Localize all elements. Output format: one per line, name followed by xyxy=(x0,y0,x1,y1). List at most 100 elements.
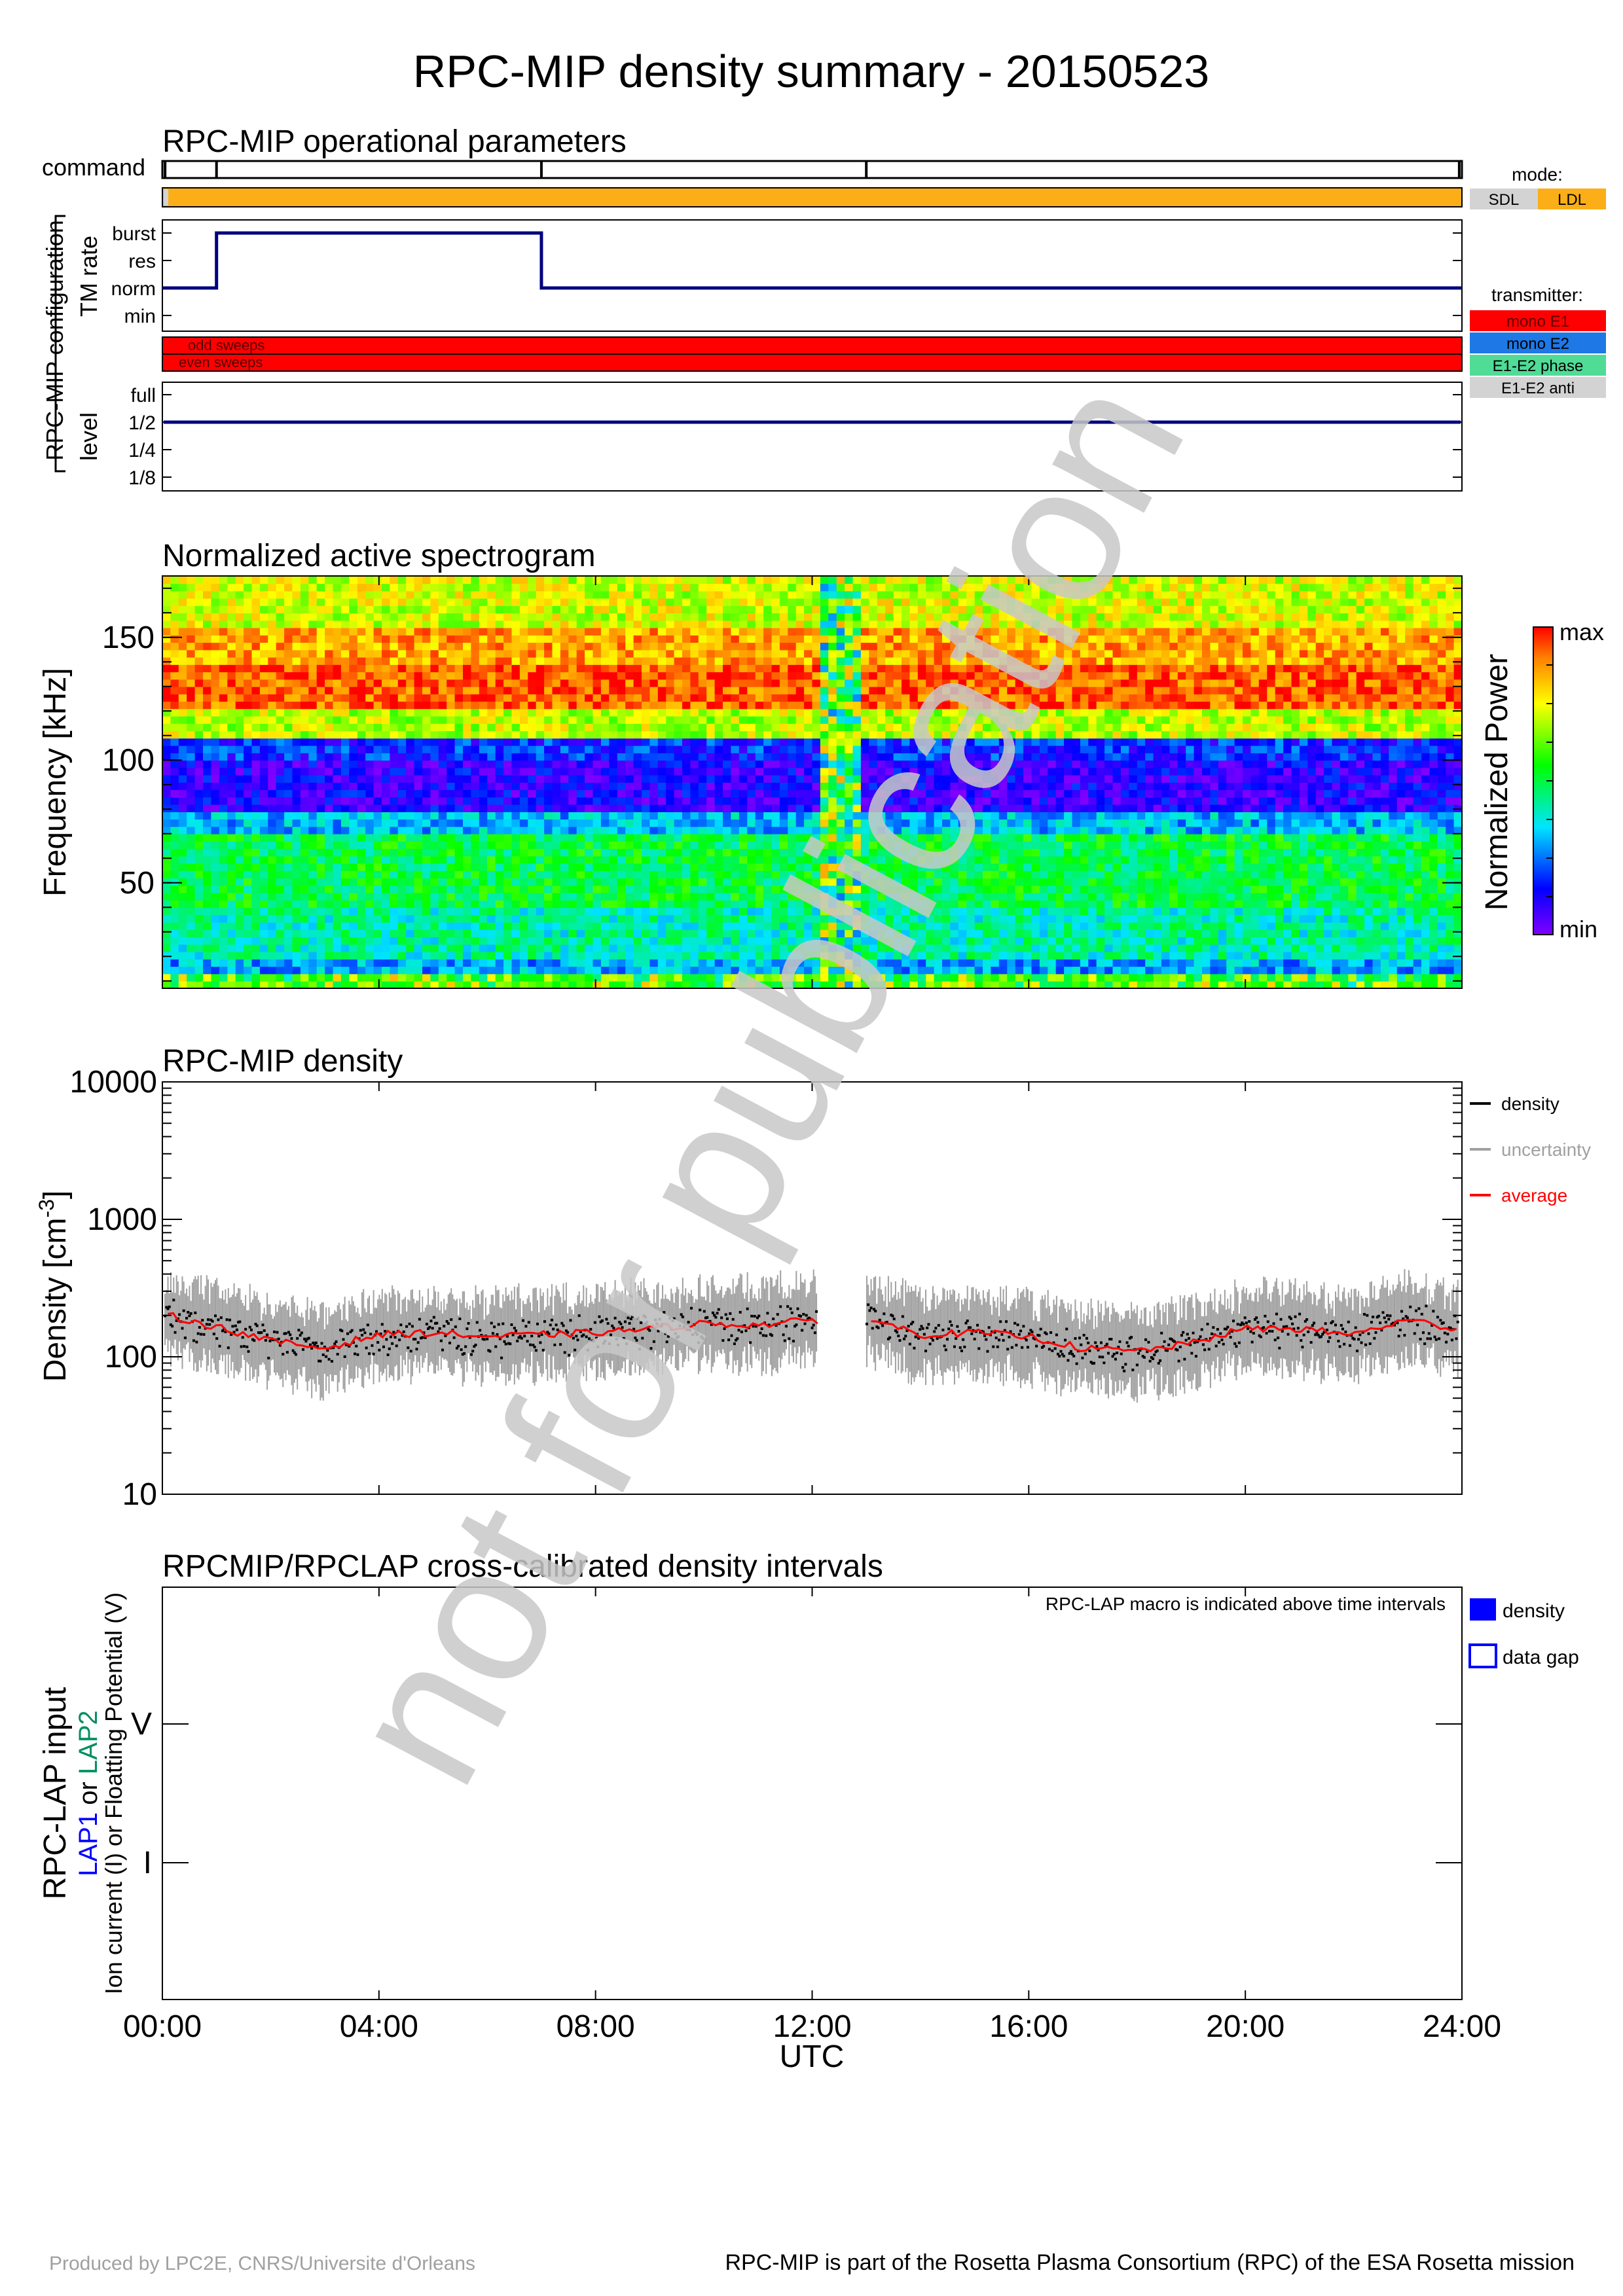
spectrogram-cell xyxy=(382,951,391,960)
spectrogram-cell xyxy=(747,797,756,805)
spectrogram-cell xyxy=(666,760,675,768)
spectrogram-cell xyxy=(438,966,447,975)
spectrogram-cell xyxy=(852,590,862,599)
spectrogram-cell xyxy=(698,590,707,599)
spectrogram-cell xyxy=(609,649,618,658)
spectrogram-cell xyxy=(788,863,797,871)
spectrogram-cell xyxy=(414,605,423,614)
spectrogram-cell xyxy=(690,723,699,732)
spectrogram-cell xyxy=(276,605,285,614)
spectrogram-cell xyxy=(568,767,577,776)
spectrogram-cell xyxy=(747,760,756,768)
spectrogram-cell xyxy=(593,627,602,636)
spectrogram-cell xyxy=(194,598,204,606)
spectrogram-cell xyxy=(625,812,634,820)
spectrogram-cell xyxy=(503,583,513,592)
spectrogram-cell xyxy=(471,738,480,746)
spectrogram-cell xyxy=(617,672,626,680)
spectrogram-cell xyxy=(690,789,699,798)
spectrogram-cell xyxy=(690,863,699,871)
spectrogram-cell xyxy=(194,730,204,739)
spectrogram-cell xyxy=(560,929,570,938)
spectrogram-cell xyxy=(292,951,301,960)
spectrogram-cell xyxy=(828,686,837,694)
spectrogram-cell xyxy=(340,944,350,952)
spectrogram-cell xyxy=(414,951,423,960)
spectrogram-cell xyxy=(698,649,707,658)
spectrogram-cell xyxy=(536,753,545,761)
spectrogram-cell xyxy=(820,738,830,746)
spectrogram-cell xyxy=(479,826,488,834)
spectrogram-cell xyxy=(633,715,642,724)
spectrogram-cell xyxy=(714,870,723,879)
spectrogram-cell xyxy=(511,686,520,694)
spectrogram-cell xyxy=(568,812,577,820)
spectrogram-cell xyxy=(812,774,821,783)
spectrogram-cell xyxy=(795,804,805,812)
spectrogram-cell xyxy=(162,833,172,842)
spectrogram-cell xyxy=(390,774,399,783)
spectrogram-cell xyxy=(340,642,350,651)
spectrogram-cell xyxy=(609,635,618,643)
spectrogram-cell xyxy=(325,826,334,834)
spectrogram-cell xyxy=(682,841,691,850)
spectrogram-cell xyxy=(609,841,618,850)
spectrogram-cell xyxy=(625,730,634,739)
spectrogram-cell xyxy=(211,642,220,651)
spectrogram-cell xyxy=(349,959,358,967)
spectrogram-cell xyxy=(203,848,212,857)
spectrogram-cell xyxy=(739,789,748,798)
spectrogram-cell xyxy=(316,613,325,621)
spectrogram-cell xyxy=(454,708,464,717)
spectrogram-cell xyxy=(698,848,707,857)
spectrogram-cell xyxy=(365,863,374,871)
spectrogram-cell xyxy=(170,966,179,975)
spectrogram-cell xyxy=(747,789,756,798)
spectrogram-cell xyxy=(454,738,464,746)
spectrogram-cell xyxy=(284,855,293,864)
spectrogram-cell xyxy=(300,679,310,687)
spectrogram-cell xyxy=(170,767,179,776)
spectrogram-cell xyxy=(845,649,854,658)
spectrogram-cell xyxy=(771,833,780,842)
spectrogram-cell xyxy=(511,642,520,651)
spectrogram-cell xyxy=(788,664,797,673)
spectrogram-cell xyxy=(244,774,253,783)
spectrogram-cell xyxy=(340,782,350,791)
spectrogram-cell xyxy=(463,804,472,812)
spectrogram-cell xyxy=(706,664,716,673)
spectrogram-cell xyxy=(308,701,318,709)
spectrogram-cell xyxy=(503,620,513,628)
spectrogram-cell xyxy=(560,576,570,584)
spectrogram-cell xyxy=(649,980,659,989)
spectrogram-cell xyxy=(276,797,285,805)
spectrogram-cell xyxy=(755,774,764,783)
spectrogram-cell xyxy=(244,841,253,850)
spectrogram-cell xyxy=(390,642,399,651)
spectrogram-cell xyxy=(642,951,651,960)
spectrogram-cell xyxy=(723,774,732,783)
spectrogram-cell xyxy=(779,833,789,842)
spectrogram-cell xyxy=(731,812,740,820)
spectrogram-cell xyxy=(235,878,244,886)
spectrogram-cell xyxy=(568,914,577,923)
spectrogram-cell xyxy=(170,664,179,673)
spectrogram-cell xyxy=(747,937,756,945)
spectrogram-cell xyxy=(828,774,837,783)
spectrogram-cell xyxy=(544,730,553,739)
spectrogram-cell xyxy=(739,944,748,952)
spectrogram-cell xyxy=(795,767,805,776)
spectrogram-cell xyxy=(487,870,496,879)
spectrogram-cell xyxy=(259,635,269,643)
spectrogram-cell xyxy=(219,914,228,923)
spectrogram-cell xyxy=(211,656,220,665)
spectrogram-cell xyxy=(755,797,764,805)
spectrogram-cell xyxy=(552,797,561,805)
spectrogram-cell xyxy=(739,929,748,938)
spectrogram-cell xyxy=(828,789,837,798)
spectrogram-cell xyxy=(771,635,780,643)
spectrogram-cell xyxy=(674,642,683,651)
spectrogram-cell xyxy=(438,590,447,599)
spectrogram-cell xyxy=(706,951,716,960)
spectrogram-cell xyxy=(471,819,480,827)
